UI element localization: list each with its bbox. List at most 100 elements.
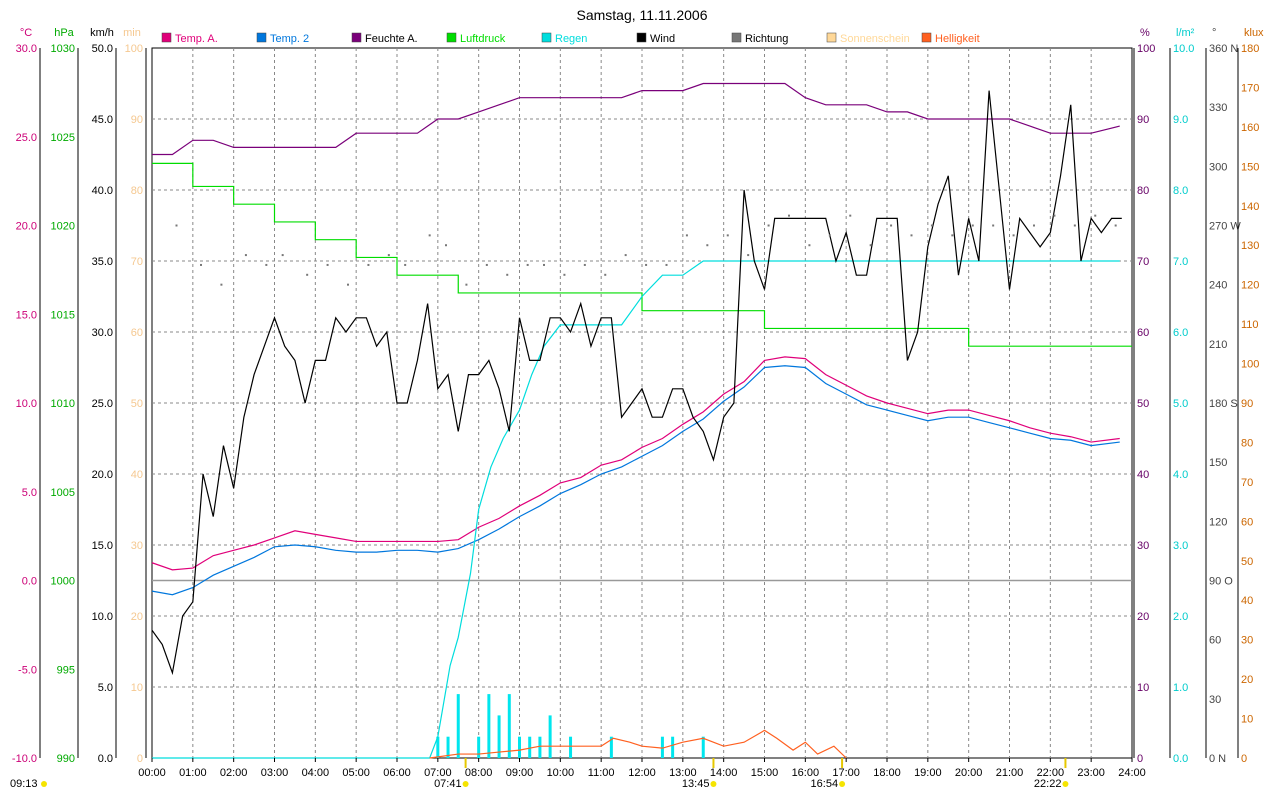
min-tick-label: 70: [131, 256, 143, 268]
x-tick-label: 07:00: [424, 767, 452, 779]
dir-tick-label: 0 N: [1209, 753, 1226, 765]
legend-label: Helligkeit: [935, 33, 980, 45]
sun-marker-label: 07:41: [434, 778, 462, 790]
temp-tick-label: 15.0: [16, 309, 37, 321]
min-unit-label: min: [123, 27, 141, 39]
kmh-tick-label: 40.0: [92, 185, 113, 197]
kmh-tick-label: 35.0: [92, 256, 113, 268]
x-axis: 00:00 01:00 02:00 03:00 04:00 05:00 06:00 07:00…: [138, 758, 1146, 779]
pct-tick-label: 20: [1137, 611, 1149, 623]
klux-tick-label: 130: [1241, 240, 1259, 252]
x-tick-label: 01:00: [179, 767, 207, 779]
klux-tick-label: 140: [1241, 201, 1259, 213]
sun-marker-label: 09:13: [10, 778, 38, 790]
x-tick-label: 00:00: [138, 767, 166, 779]
sun-marker-dot: [1062, 781, 1069, 787]
temp-tick-label: -5.0: [18, 664, 37, 676]
temp-tick-label: 5.0: [22, 487, 37, 499]
legend-label: Luftdruck: [460, 33, 506, 45]
pct-tick-label: 30: [1137, 540, 1149, 552]
pct-tick-label: 0: [1137, 753, 1143, 765]
rain-tick-label: 4.0: [1173, 469, 1188, 481]
rain-tick-label: 1.0: [1173, 682, 1188, 694]
legend-label: Wind: [650, 33, 675, 45]
min-tick-label: 90: [131, 114, 143, 126]
dir-tick-label: 360 N: [1209, 43, 1238, 55]
direction-point: [445, 244, 447, 247]
dir-tick-label: 270 W: [1209, 221, 1241, 233]
sun-marker-dot: [710, 781, 717, 787]
rain-bar: [497, 715, 501, 758]
legend-label: Temp. A.: [175, 33, 218, 45]
kmh-tick-label: 5.0: [98, 682, 113, 694]
rain-bar: [436, 736, 440, 758]
series-line-luftdruck: [152, 162, 1132, 347]
dir-tick-label: 90 O: [1209, 576, 1233, 588]
sun-marker-dot: [839, 781, 846, 787]
temp-unit-label: °C: [20, 27, 32, 39]
rain-tick-label: 6.0: [1173, 327, 1188, 339]
rain-bar: [507, 694, 511, 758]
direction-point: [244, 254, 247, 257]
dir-tick-label: 150: [1209, 457, 1227, 469]
legend-label: Regen: [555, 33, 587, 45]
x-tick-label: 20:00: [955, 767, 983, 779]
direction-point: [706, 244, 709, 247]
x-tick-label: 09:00: [506, 767, 534, 779]
rain-bar: [701, 736, 705, 758]
pct-tick-label: 80: [1137, 185, 1149, 197]
sun-marker-label: 16:54: [811, 778, 839, 790]
legend-label: Sonnenschein: [840, 33, 910, 45]
x-tick-label: 17:00: [832, 767, 860, 779]
x-tick-label: 24:00: [1118, 767, 1146, 779]
kmh-unit-label: km/h: [90, 27, 114, 39]
direction-point: [583, 263, 586, 266]
direction-point: [485, 263, 488, 266]
min-tick-label: 100: [125, 43, 143, 55]
rain-bar: [518, 736, 521, 758]
klux-tick-label: 10: [1241, 714, 1253, 726]
klux-tick-label: 160: [1241, 122, 1259, 134]
sun-marker-dot: [462, 781, 469, 787]
sun-marker-label: 22:22: [1034, 778, 1062, 790]
pct-tick-label: 50: [1137, 398, 1149, 410]
klux-unit-label: klux: [1244, 27, 1264, 39]
direction-point: [1073, 224, 1076, 227]
rain-bar: [528, 736, 532, 758]
klux-tick-label: 100: [1241, 359, 1259, 371]
right-axes: 0102030405060708090100%0.01.02.03.04.05.…: [1133, 27, 1264, 765]
min-tick-label: 20: [131, 611, 143, 623]
pct-tick-label: 70: [1137, 256, 1149, 268]
hpa-tick-label: 1005: [51, 487, 75, 499]
direction-point: [326, 263, 329, 266]
x-tick-label: 13:00: [669, 767, 697, 779]
kmh-tick-label: 15.0: [92, 540, 113, 552]
x-tick-label: 19:00: [914, 767, 942, 779]
direction-point: [828, 234, 831, 237]
x-tick-label: 15:00: [751, 767, 779, 779]
direction-point: [624, 254, 627, 257]
direction-point: [788, 214, 790, 217]
direction-point: [404, 263, 407, 266]
direction-point: [645, 263, 648, 266]
rain-tick-label: 0.0: [1173, 753, 1188, 765]
direction-point: [306, 273, 309, 276]
direction-point: [543, 263, 545, 266]
temp-tick-label: 20.0: [16, 221, 37, 233]
series-line-wind: [151, 90, 1122, 676]
temp-tick-label: 25.0: [16, 132, 37, 144]
direction-point: [849, 214, 852, 217]
series-line-regen: [152, 260, 1120, 759]
x-tick-label: 08:00: [465, 767, 493, 779]
sun-marker-dot: [41, 781, 47, 787]
rain-tick-label: 7.0: [1173, 256, 1188, 268]
hpa-tick-label: 1020: [51, 221, 75, 233]
rain-tick-label: 8.0: [1173, 185, 1188, 197]
series-line-temp-a: [151, 356, 1120, 571]
rain-tick-label: 3.0: [1173, 540, 1188, 552]
direction-point: [220, 283, 223, 286]
x-tick-label: 11:00: [588, 767, 615, 779]
rain-bar: [446, 736, 450, 758]
direction-point: [992, 224, 995, 227]
kmh-tick-label: 10.0: [92, 611, 113, 623]
